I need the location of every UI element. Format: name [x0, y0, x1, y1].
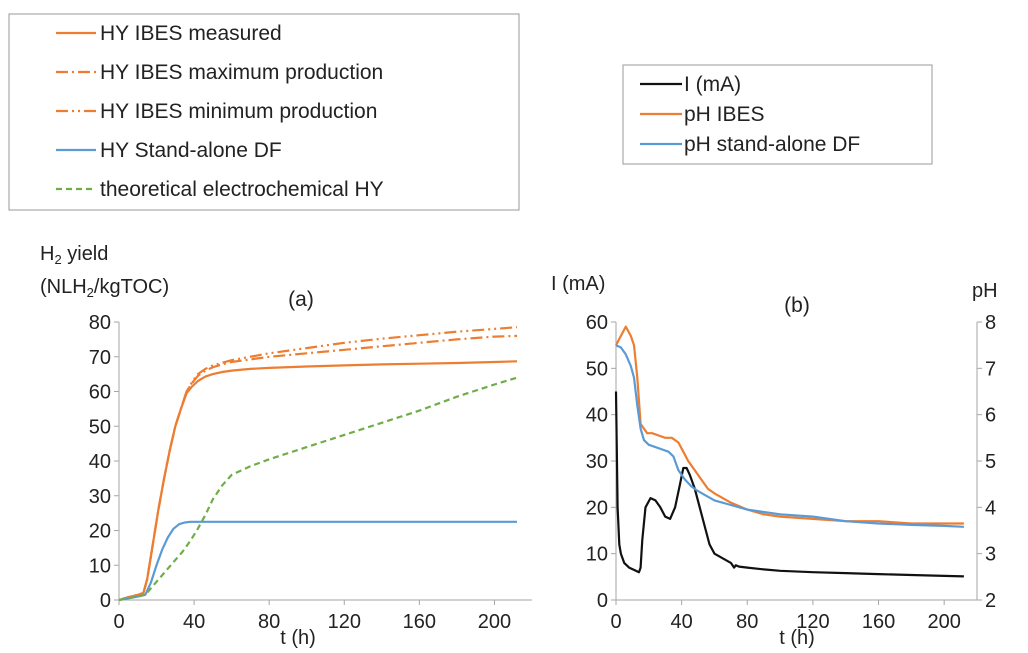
chart-a-x-tick-label: 80: [258, 611, 280, 633]
chart-b-xlabel: t (h): [779, 627, 815, 649]
legend-a-item-hy-ibes-measured: HY IBES measured: [56, 22, 282, 45]
chart-a-y-tick-label: 10: [89, 555, 111, 577]
chart-b-y-right-tick-label: 2: [985, 590, 996, 612]
chart-a-y-tick-label: 0: [100, 590, 111, 612]
chart-b-y-right-tick-label: 7: [985, 358, 996, 380]
chart-b-plot-area: [614, 325, 964, 578]
legend-b: I (mA) pH IBES pH stand-alone DF: [622, 64, 933, 165]
legend-a: HY IBES measured HY IBES maximum producti…: [8, 13, 520, 211]
chart-b-y-left-tick-label: 0: [597, 590, 608, 612]
chart-a-x-tick-label: 120: [328, 611, 361, 633]
chart-b-y-left-tick-label: 40: [586, 405, 608, 427]
legend-a-item-hy-stand-alone-df: HY Stand-alone DF: [56, 139, 282, 162]
chart-a-ylabel-line2: (NLH2/kgTOC): [40, 276, 169, 300]
chart-b-panel-label: (b): [784, 294, 810, 317]
legend-b-label: pH stand-alone DF: [684, 133, 860, 156]
chart-a-series-hy-ibes-minimum-production: [118, 326, 518, 602]
chart-a-plot-area: [118, 326, 518, 602]
chart-b-y-right-tick-label: 3: [985, 544, 996, 566]
legend-a-label: HY IBES minimum production: [100, 100, 377, 123]
legend-b-entries: I (mA) pH IBES pH stand-alone DF: [640, 73, 860, 156]
chart-a-y-tick-label: 30: [89, 486, 111, 508]
chart-a-series-theoretical-electrochemical-hy: [118, 376, 518, 602]
chart-a-y-tick-label: 50: [89, 416, 111, 438]
chart-b-y-right-tick-label: 4: [985, 497, 996, 519]
legend-b-item-ph-ibes: pH IBES: [640, 103, 765, 126]
chart-b-x-tick-label: 0: [610, 611, 621, 633]
chart-b-y-left-tick-label: 20: [586, 497, 608, 519]
chart-b-series-ph-stand-alone-df: [615, 344, 964, 528]
chart-a-y-tick-label: 40: [89, 451, 111, 473]
legend-b-label: I (mA): [684, 73, 741, 96]
legend-a-item-hy-ibes-maximum-production: HY IBES maximum production: [56, 61, 383, 84]
chart-a-panel-label: (a): [288, 288, 314, 311]
legend-b-item-ph-stand-alone-df: pH stand-alone DF: [640, 133, 860, 156]
chart-a-x-tick-label: 0: [113, 611, 124, 633]
legend-a-label: theoretical electrochemical HY: [100, 178, 384, 201]
chart-b-y-left-tick-label: 50: [586, 358, 608, 380]
chart-a: H2 yield (NLH2/kgTOC) (a) 0 10 20 30 40 50 60 7…: [40, 243, 532, 649]
chart-b-series-i-ma: [614, 391, 964, 578]
legend-b-item-i-ma: I (mA): [640, 73, 741, 96]
chart-a-xlabel: t (h): [280, 627, 316, 649]
legend-b-label: pH IBES: [684, 103, 765, 126]
legend-a-item-hy-ibes-minimum-production: HY IBES minimum production: [56, 100, 377, 123]
chart-a-x-tick-label: 200: [478, 611, 511, 633]
chart-b-y-right-tick-label: 6: [985, 405, 996, 427]
chart-b-x-tick-label: 120: [796, 611, 829, 633]
chart-b-x-tick-label: 80: [736, 611, 758, 633]
chart-b-y-left-tick-label: 30: [586, 451, 608, 473]
legend-a-label: HY IBES maximum production: [100, 61, 383, 84]
chart-b-x-tick-label: 200: [927, 611, 960, 633]
chart-a-y-tick-label: 60: [89, 382, 111, 404]
chart-b-y-right-tick-label: 8: [985, 312, 996, 334]
chart-b-y-left-tick-label: 60: [586, 312, 608, 334]
chart-a-y-tick-label: 70: [89, 347, 111, 369]
chart-b-ylabel-right: pH: [972, 280, 998, 302]
chart-b-y-right-tick-label: 5: [985, 451, 996, 473]
chart-b-y-left-tick-label: 10: [586, 544, 608, 566]
chart-a-y-tick-label: 80: [89, 312, 111, 334]
chart-a-series-hy-ibes-maximum-production: [118, 334, 518, 602]
chart-b-series-ph-ibes: [615, 325, 964, 525]
legend-a-entries: HY IBES measured HY IBES maximum producti…: [56, 22, 384, 201]
chart-a-ylabel-line1: H2 yield: [40, 243, 108, 267]
chart-b-x-tick-label: 160: [862, 611, 895, 633]
legend-a-label: HY IBES measured: [100, 22, 282, 45]
chart-a-series-hy-stand-alone-df: [118, 520, 517, 602]
chart-a-x-tick-label: 40: [183, 611, 205, 633]
chart-a-axes: 0 10 20 30 40 50 60 70 80 0 40 80 120 160 200: [89, 312, 532, 633]
chart-b-ylabel-left: I (mA): [551, 273, 605, 295]
legend-a-label: HY Stand-alone DF: [100, 139, 282, 162]
chart-a-x-tick-label: 160: [403, 611, 436, 633]
chart-a-y-tick-label: 20: [89, 521, 111, 543]
chart-b-x-tick-label: 40: [671, 611, 693, 633]
legend-a-item-theoretical-electrochemical-hy: theoretical electrochemical HY: [56, 178, 384, 201]
